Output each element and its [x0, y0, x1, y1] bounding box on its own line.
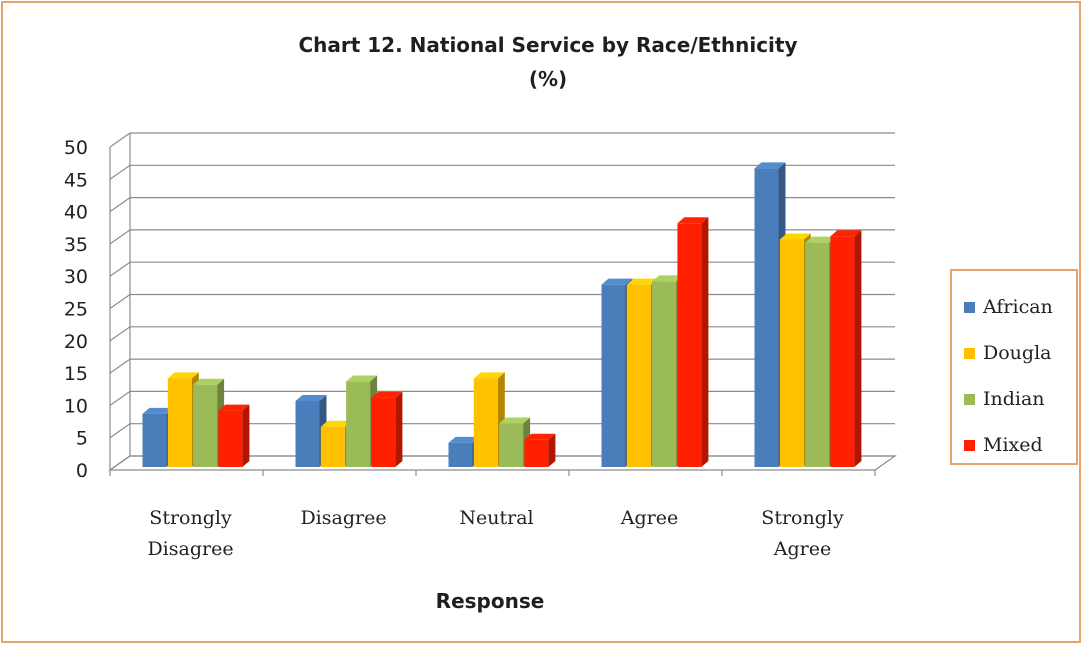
y-tick-label: 50: [64, 137, 88, 159]
bar-dougla: [167, 378, 192, 467]
bar-side: [242, 404, 250, 467]
bar-african: [754, 168, 779, 467]
bar-top: [626, 278, 658, 285]
bar-top: [601, 278, 633, 285]
bar-top: [320, 420, 352, 427]
chart-floor: [108, 455, 897, 471]
chart-legend: African Dougla Indian Mixed: [950, 269, 1078, 465]
legend-label: Dougla: [983, 342, 1052, 364]
gridline-side: [109, 358, 131, 374]
bar-top: [473, 372, 505, 379]
x-category-label: Strongly: [761, 507, 844, 529]
bar-african: [601, 284, 626, 467]
bar-indian: [499, 423, 524, 467]
bar-top: [677, 217, 709, 224]
y-tick-label: 15: [64, 363, 88, 385]
bar-top: [754, 162, 786, 169]
bar-indian: [805, 242, 830, 467]
x-category-label: Disagree: [300, 507, 386, 529]
bar-top: [295, 394, 327, 401]
gridline-side: [109, 164, 131, 180]
bar-top: [346, 375, 378, 382]
bar-dougla: [473, 378, 498, 467]
legend-label: Indian: [983, 388, 1045, 410]
bar-top: [499, 417, 531, 424]
bar-dougla: [626, 284, 651, 467]
x-category-label: Neutral: [459, 507, 533, 529]
gridline-side: [109, 423, 131, 439]
legend-swatch: [964, 347, 975, 359]
gridline-side: [109, 326, 131, 342]
legend-item: Mixed: [964, 433, 1043, 457]
y-tick-label: 40: [64, 202, 88, 224]
gridline-side: [109, 132, 131, 148]
gridline-side: [109, 390, 131, 406]
bar-indian: [652, 281, 677, 467]
x-category-label: Agree: [773, 538, 831, 560]
chart-title: Chart 12. National Service by Race/Ethni…: [298, 33, 797, 57]
y-tick-label: 20: [64, 331, 88, 353]
bar-african: [142, 413, 167, 467]
x-category-label: Strongly: [149, 507, 232, 529]
chart-subtitle: (%): [529, 67, 567, 91]
legend-label: Mixed: [983, 434, 1043, 456]
x-axis-label: Response: [436, 589, 545, 613]
y-tick-label: 0: [76, 460, 88, 482]
bar-mixed: [677, 223, 702, 467]
legend-swatch: [964, 439, 975, 451]
legend-item: African: [964, 295, 1053, 319]
y-tick-label: 35: [64, 234, 88, 256]
bar-top: [524, 433, 556, 440]
bar-side: [701, 217, 709, 467]
bar-indian: [193, 384, 218, 467]
bar-dougla: [320, 426, 345, 467]
gridline-side: [109, 294, 131, 309]
bar-side: [548, 433, 556, 467]
y-tick-label: 30: [64, 266, 88, 288]
bar-mixed: [830, 236, 855, 467]
x-category-label: Disagree: [147, 538, 233, 560]
legend-item: Dougla: [964, 341, 1051, 365]
bar-mixed: [524, 439, 549, 467]
legend-swatch: [964, 393, 975, 405]
bar-mixed: [218, 410, 243, 467]
bar-side: [395, 391, 403, 467]
bar-dougla: [779, 239, 804, 467]
y-tick-label: 25: [64, 299, 88, 321]
bar-top: [830, 230, 862, 237]
bar-african: [448, 442, 473, 467]
legend-swatch: [964, 301, 975, 313]
bar-top: [779, 233, 811, 240]
bar-top: [142, 407, 174, 414]
bar-top: [193, 378, 225, 385]
legend-label: African: [983, 296, 1053, 318]
y-tick-label: 5: [76, 428, 88, 450]
bar-top: [805, 236, 837, 243]
bar-top: [652, 275, 684, 282]
bar-indian: [346, 381, 371, 467]
gridline-side: [109, 261, 131, 277]
gridline-side: [109, 197, 131, 213]
legend-item: Indian: [964, 387, 1045, 411]
bar-top: [218, 404, 250, 411]
bar-mixed: [371, 397, 396, 467]
bar-side: [854, 230, 862, 467]
bar-african: [295, 400, 320, 467]
gridline-side: [109, 229, 131, 245]
y-tick-label: 45: [64, 169, 88, 191]
bar-top: [448, 436, 480, 443]
bar-top: [371, 391, 403, 398]
x-category-label: Agree: [620, 507, 678, 529]
y-tick-label: 10: [64, 395, 88, 417]
bar-top: [167, 372, 199, 379]
